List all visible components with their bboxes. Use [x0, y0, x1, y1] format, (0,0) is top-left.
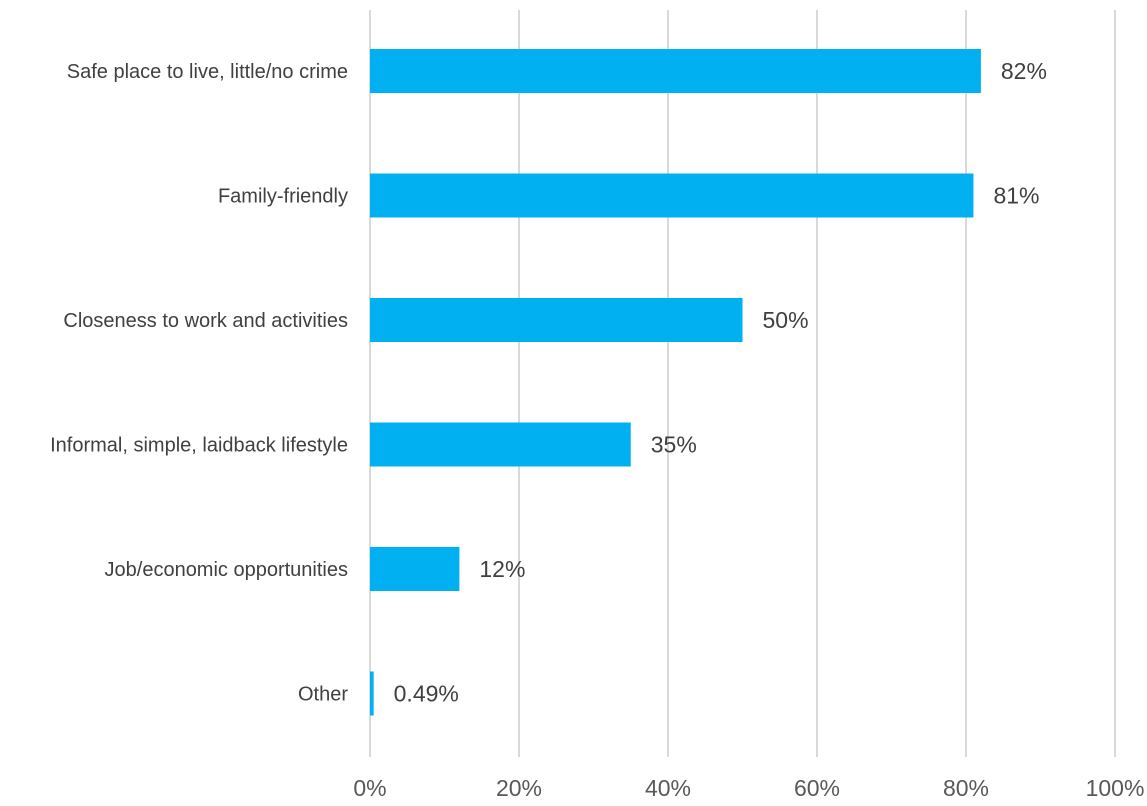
bar-1	[370, 49, 981, 93]
category-label-1: Safe place to live, little/no crime	[67, 61, 348, 83]
value-label-5: 12%	[479, 556, 525, 582]
bar-4	[370, 422, 631, 467]
x-tick-label-80: 80%	[943, 775, 989, 801]
value-label-1: 82%	[1001, 58, 1047, 84]
x-tick-label-40: 40%	[645, 775, 691, 801]
x-tick-label-100: 100%	[1086, 775, 1145, 801]
value-labels: 82% 81% 50% 35% 12% 0.49%	[394, 58, 1047, 707]
bar-5	[370, 547, 460, 591]
x-tick-label-60: 60%	[794, 775, 840, 801]
value-label-2: 81%	[993, 183, 1039, 209]
value-label-3: 50%	[763, 307, 809, 333]
category-label-3: Closeness to work and activities	[63, 310, 348, 332]
x-axis-ticks: 0% 20% 40% 60% 80% 100%	[353, 775, 1144, 801]
value-label-6: 0.49%	[394, 681, 459, 707]
bar-6	[370, 671, 374, 716]
category-label-5: Job/economic opportunities	[105, 559, 348, 581]
value-label-4: 35%	[651, 432, 697, 458]
category-label-4: Informal, simple, laidback lifestyle	[50, 435, 348, 457]
x-tick-label-20: 20%	[496, 775, 542, 801]
bar-2	[370, 173, 974, 218]
category-labels: Safe place to live, little/no crime Famil…	[50, 61, 348, 706]
bars	[370, 49, 981, 716]
gridlines	[369, 10, 1116, 757]
category-label-6: Other	[298, 684, 348, 706]
category-label-2: Family-friendly	[218, 186, 348, 208]
x-tick-label-0: 0%	[353, 775, 386, 801]
bar-3	[370, 298, 743, 342]
